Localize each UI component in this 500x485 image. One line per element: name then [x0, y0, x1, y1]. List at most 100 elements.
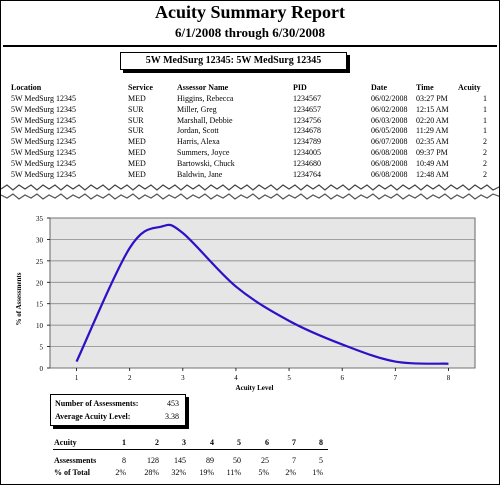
table-cell-assessor: Baldwin, Jane — [177, 169, 223, 179]
table-cell-pid: 1234678 — [293, 126, 321, 136]
table-cell-service: SUR — [128, 115, 144, 125]
table-cell-date: 06/03/2008 — [371, 115, 408, 125]
unit-label-box: 5W MedSurg 12345: 5W MedSurg 12345 — [120, 52, 347, 70]
table-cell-time: 02:35 AM — [416, 137, 449, 147]
table-cell-time: 10:49 AM — [416, 158, 449, 168]
distribution-percent-label: % of Total — [54, 468, 91, 477]
assessment-count-label: Number of Assessments: — [55, 399, 139, 408]
distribution-level-header: 1 — [122, 438, 126, 447]
table-cell-pid: 1234005 — [293, 148, 321, 157]
title-divider — [3, 45, 497, 47]
col-header-service: Service — [128, 83, 153, 92]
table-cell-location: 5W MedSurg 12345 — [11, 137, 77, 147]
x-tick-label: 8 — [447, 374, 451, 382]
table-cell-service: MED — [128, 148, 146, 157]
col-header-acuity: Acuity — [458, 83, 481, 92]
assessment-count-value: 453 — [167, 399, 179, 408]
col-header-pid: PID — [293, 83, 307, 92]
summary-stats-box: Number of Assessments: 453 Average Acuit… — [50, 394, 186, 426]
table-cell-time: 03:27 PM — [416, 94, 448, 103]
distribution-assessments-cell: 8 — [122, 456, 126, 465]
distribution-percent-cell: 11% — [226, 468, 241, 477]
table-cell-service: MED — [128, 137, 146, 147]
y-tick-label: 35 — [36, 215, 44, 223]
page-tear-divider — [1, 184, 499, 205]
table-cell-date: 06/08/2008 — [371, 158, 408, 168]
table-cell-date: 06/08/2008 — [371, 169, 408, 179]
table-cell-assessor: Miller, Greg — [177, 104, 217, 114]
x-tick-label: 4 — [234, 374, 238, 382]
distribution-percent-cell: 32% — [171, 468, 186, 477]
table-cell-acuity: 2 — [483, 137, 487, 147]
table-cell-time: 12:15 AM — [416, 104, 449, 114]
table-cell-acuity: 2 — [483, 158, 487, 168]
table-cell-acuity: 1 — [483, 104, 487, 114]
col-header-assessor: Assessor Name — [177, 83, 229, 92]
table-cell-location: 5W MedSurg 12345 — [11, 115, 77, 125]
table-cell-pid: 1234657 — [293, 104, 321, 114]
table-cell-date: 06/02/2008 — [371, 104, 408, 114]
table-cell-assessor: Marshall, Debbie — [177, 115, 233, 125]
x-tick-label: 7 — [394, 374, 398, 382]
table-cell-time: 09:37 PM — [416, 148, 448, 157]
distribution-level-header: 4 — [210, 438, 214, 447]
average-acuity-label: Average Acuity Level: — [55, 412, 131, 421]
y-tick-label: 15 — [36, 301, 44, 309]
table-cell-location: 5W MedSurg 12345 — [11, 104, 77, 114]
col-header-time: Time — [416, 83, 434, 92]
table-cell-time: 02:20 AM — [416, 115, 449, 125]
x-axis-label: Acuity Level — [236, 384, 274, 392]
table-cell-service: MED — [128, 94, 146, 103]
distribution-header-rule — [53, 449, 328, 450]
table-cell-service: SUR — [128, 104, 144, 114]
distribution-level-header: 7 — [292, 438, 296, 447]
distribution-assessments-cell: 5 — [319, 456, 323, 465]
report-date-range: 6/1/2008 through 6/30/2008 — [174, 25, 325, 40]
distribution-level-header: 6 — [265, 438, 269, 447]
table-cell-location: 5W MedSurg 12345 — [11, 148, 77, 157]
distribution-percent-cell: 28% — [144, 468, 159, 477]
table-cell-date: 06/08/2008 — [371, 148, 408, 157]
plot-area — [49, 217, 476, 369]
table-cell-location: 5W MedSurg 12345 — [11, 169, 77, 179]
table-cell-assessor: Bartowski, Chuck — [177, 158, 235, 168]
distribution-assessments-cell: 145 — [174, 456, 186, 465]
distribution-assessments-cell: 7 — [292, 456, 296, 465]
distribution-assessments-cell: 89 — [206, 456, 214, 465]
distribution-level-header: 5 — [237, 438, 241, 447]
x-tick-label: 6 — [340, 374, 344, 382]
y-tick-label: 30 — [36, 236, 44, 244]
table-cell-location: 5W MedSurg 12345 — [11, 94, 77, 103]
table-cell-pid: 1234789 — [293, 137, 321, 147]
distribution-assessments-cell: 50 — [233, 456, 241, 465]
table-cell-assessor: Jordan, Scott — [177, 126, 219, 136]
distribution-assessments-cell: 128 — [147, 456, 159, 465]
acuity-series-line — [75, 223, 449, 365]
table-cell-pid: 1234567 — [293, 94, 321, 103]
table-cell-pid: 1234756 — [293, 115, 321, 125]
table-cell-date: 06/02/2008 — [371, 94, 408, 103]
table-cell-acuity: 2 — [483, 148, 487, 157]
x-tick-label: 1 — [75, 374, 79, 382]
table-cell-acuity: 2 — [483, 169, 487, 179]
x-tick-label: 3 — [181, 374, 185, 382]
x-tick-label: 2 — [128, 374, 132, 382]
y-axis-label: % of Assessments — [15, 272, 23, 325]
distribution-percent-cell: 19% — [199, 468, 214, 477]
distribution-level-header: 8 — [319, 438, 323, 447]
y-tick-label: 20 — [36, 279, 44, 287]
distribution-level-header: 2 — [155, 438, 159, 447]
table-cell-acuity: 1 — [483, 94, 487, 103]
distribution-percent-cell: 5% — [258, 468, 269, 477]
table-cell-assessor: Harris, Alexa — [177, 137, 220, 147]
table-cell-date: 06/05/2008 — [371, 126, 408, 136]
table-cell-location: 5W MedSurg 12345 — [11, 158, 77, 168]
y-tick-label: 5 — [40, 344, 44, 352]
distribution-header-label: Acuity — [54, 438, 77, 447]
y-tick-label: 10 — [36, 322, 44, 330]
x-tick-label: 5 — [287, 374, 291, 382]
distribution-level-header: 3 — [182, 438, 186, 447]
table-cell-location: 5W MedSurg 12345 — [11, 126, 77, 136]
y-tick-label: 25 — [36, 258, 44, 266]
table-cell-service: SUR — [128, 126, 144, 136]
